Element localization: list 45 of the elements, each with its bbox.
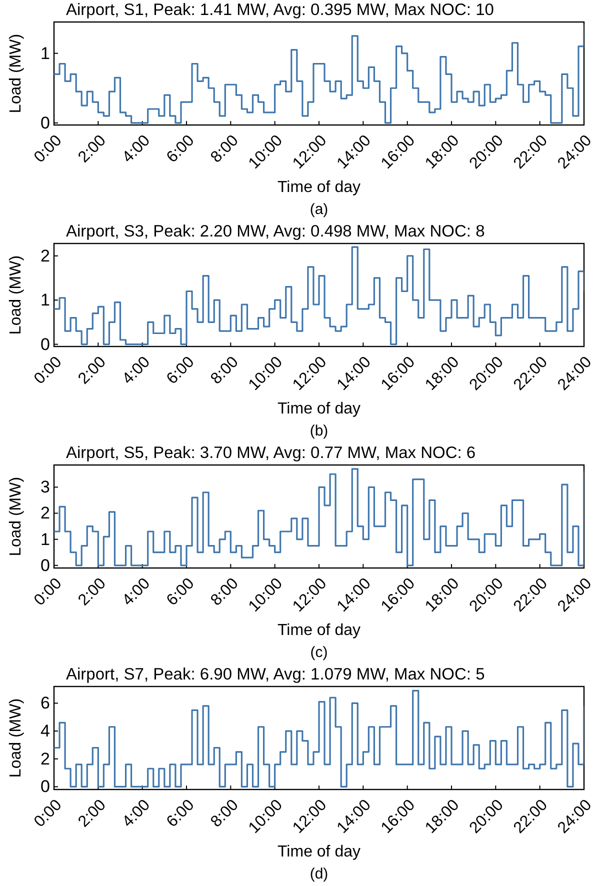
x-axis-title: Time of day [278,622,360,639]
x-tick-label: 8:00 [208,132,242,166]
y-tick-label: 2 [40,246,50,266]
y-tick-label: 0 [40,777,50,796]
x-tick-label: 8:00 [208,575,242,610]
text: (a) [310,201,328,218]
y-tick-label: 0 [40,556,50,575]
x-tick-label: 8:00 [208,796,242,831]
text: (b) [310,422,328,440]
y-axis-title: Load (MW) [8,698,24,778]
chart-title: Airport, S7, Peak: 6.90 MW, Avg: 1.079 MW, Max NOC: 5 [66,666,485,684]
x-tick-label: 6:00 [164,354,198,388]
x-tick-label: 4:00 [119,796,154,831]
chart-title: Airport, S5, Peak: 3.70 MW, Avg: 0.77 MW, Max NOC: 6 [66,444,476,462]
y-tick-label: 0 [40,334,50,354]
x-tick-label: 4:00 [119,354,154,388]
y-tick-label: 2 [40,749,50,768]
y-tick-label: 6 [40,694,50,713]
y-tick-label: 1 [40,44,50,63]
x-tick-label: 8:00 [208,354,242,388]
chart-title: Airport, S3, Peak: 2.20 MW, Avg: 0.498 MW, Max NOC: 8 [66,222,485,240]
y-tick-label: 2 [40,504,50,523]
y-axis-title: Load (MW) [8,34,24,114]
y-tick-label: 0 [40,113,50,132]
x-tick-label: 6:00 [164,796,198,831]
y-axis-title: Load (MW) [8,255,24,335]
x-tick-label: 0:00 [31,354,66,388]
x-axis-title: Time of day [278,844,360,860]
x-axis-title: Time of day [278,179,360,196]
y-tick-label: 4 [40,722,50,741]
x-axis-title: Time of day [278,400,360,418]
text: (c) [310,644,328,661]
x-tick-label: 6:00 [164,132,198,166]
x-tick-label: 4:00 [119,575,154,610]
y-tick-label: 1 [40,290,50,310]
x-tick-label: 6:00 [164,575,198,610]
y-axis-title: Load (MW) [8,476,24,556]
x-tick-label: 4:00 [119,132,154,166]
text: (d) [310,866,328,882]
x-tick-label: 0:00 [31,575,66,610]
chart-title: Airport, S1, Peak: 1.41 MW, Avg: 0.395 MW, Max NOC: 10 [66,1,494,19]
x-tick-label: 0:00 [31,796,66,831]
y-tick-label: 3 [40,478,50,497]
x-tick-label: 0:00 [31,132,66,166]
y-tick-label: 1 [40,530,50,549]
